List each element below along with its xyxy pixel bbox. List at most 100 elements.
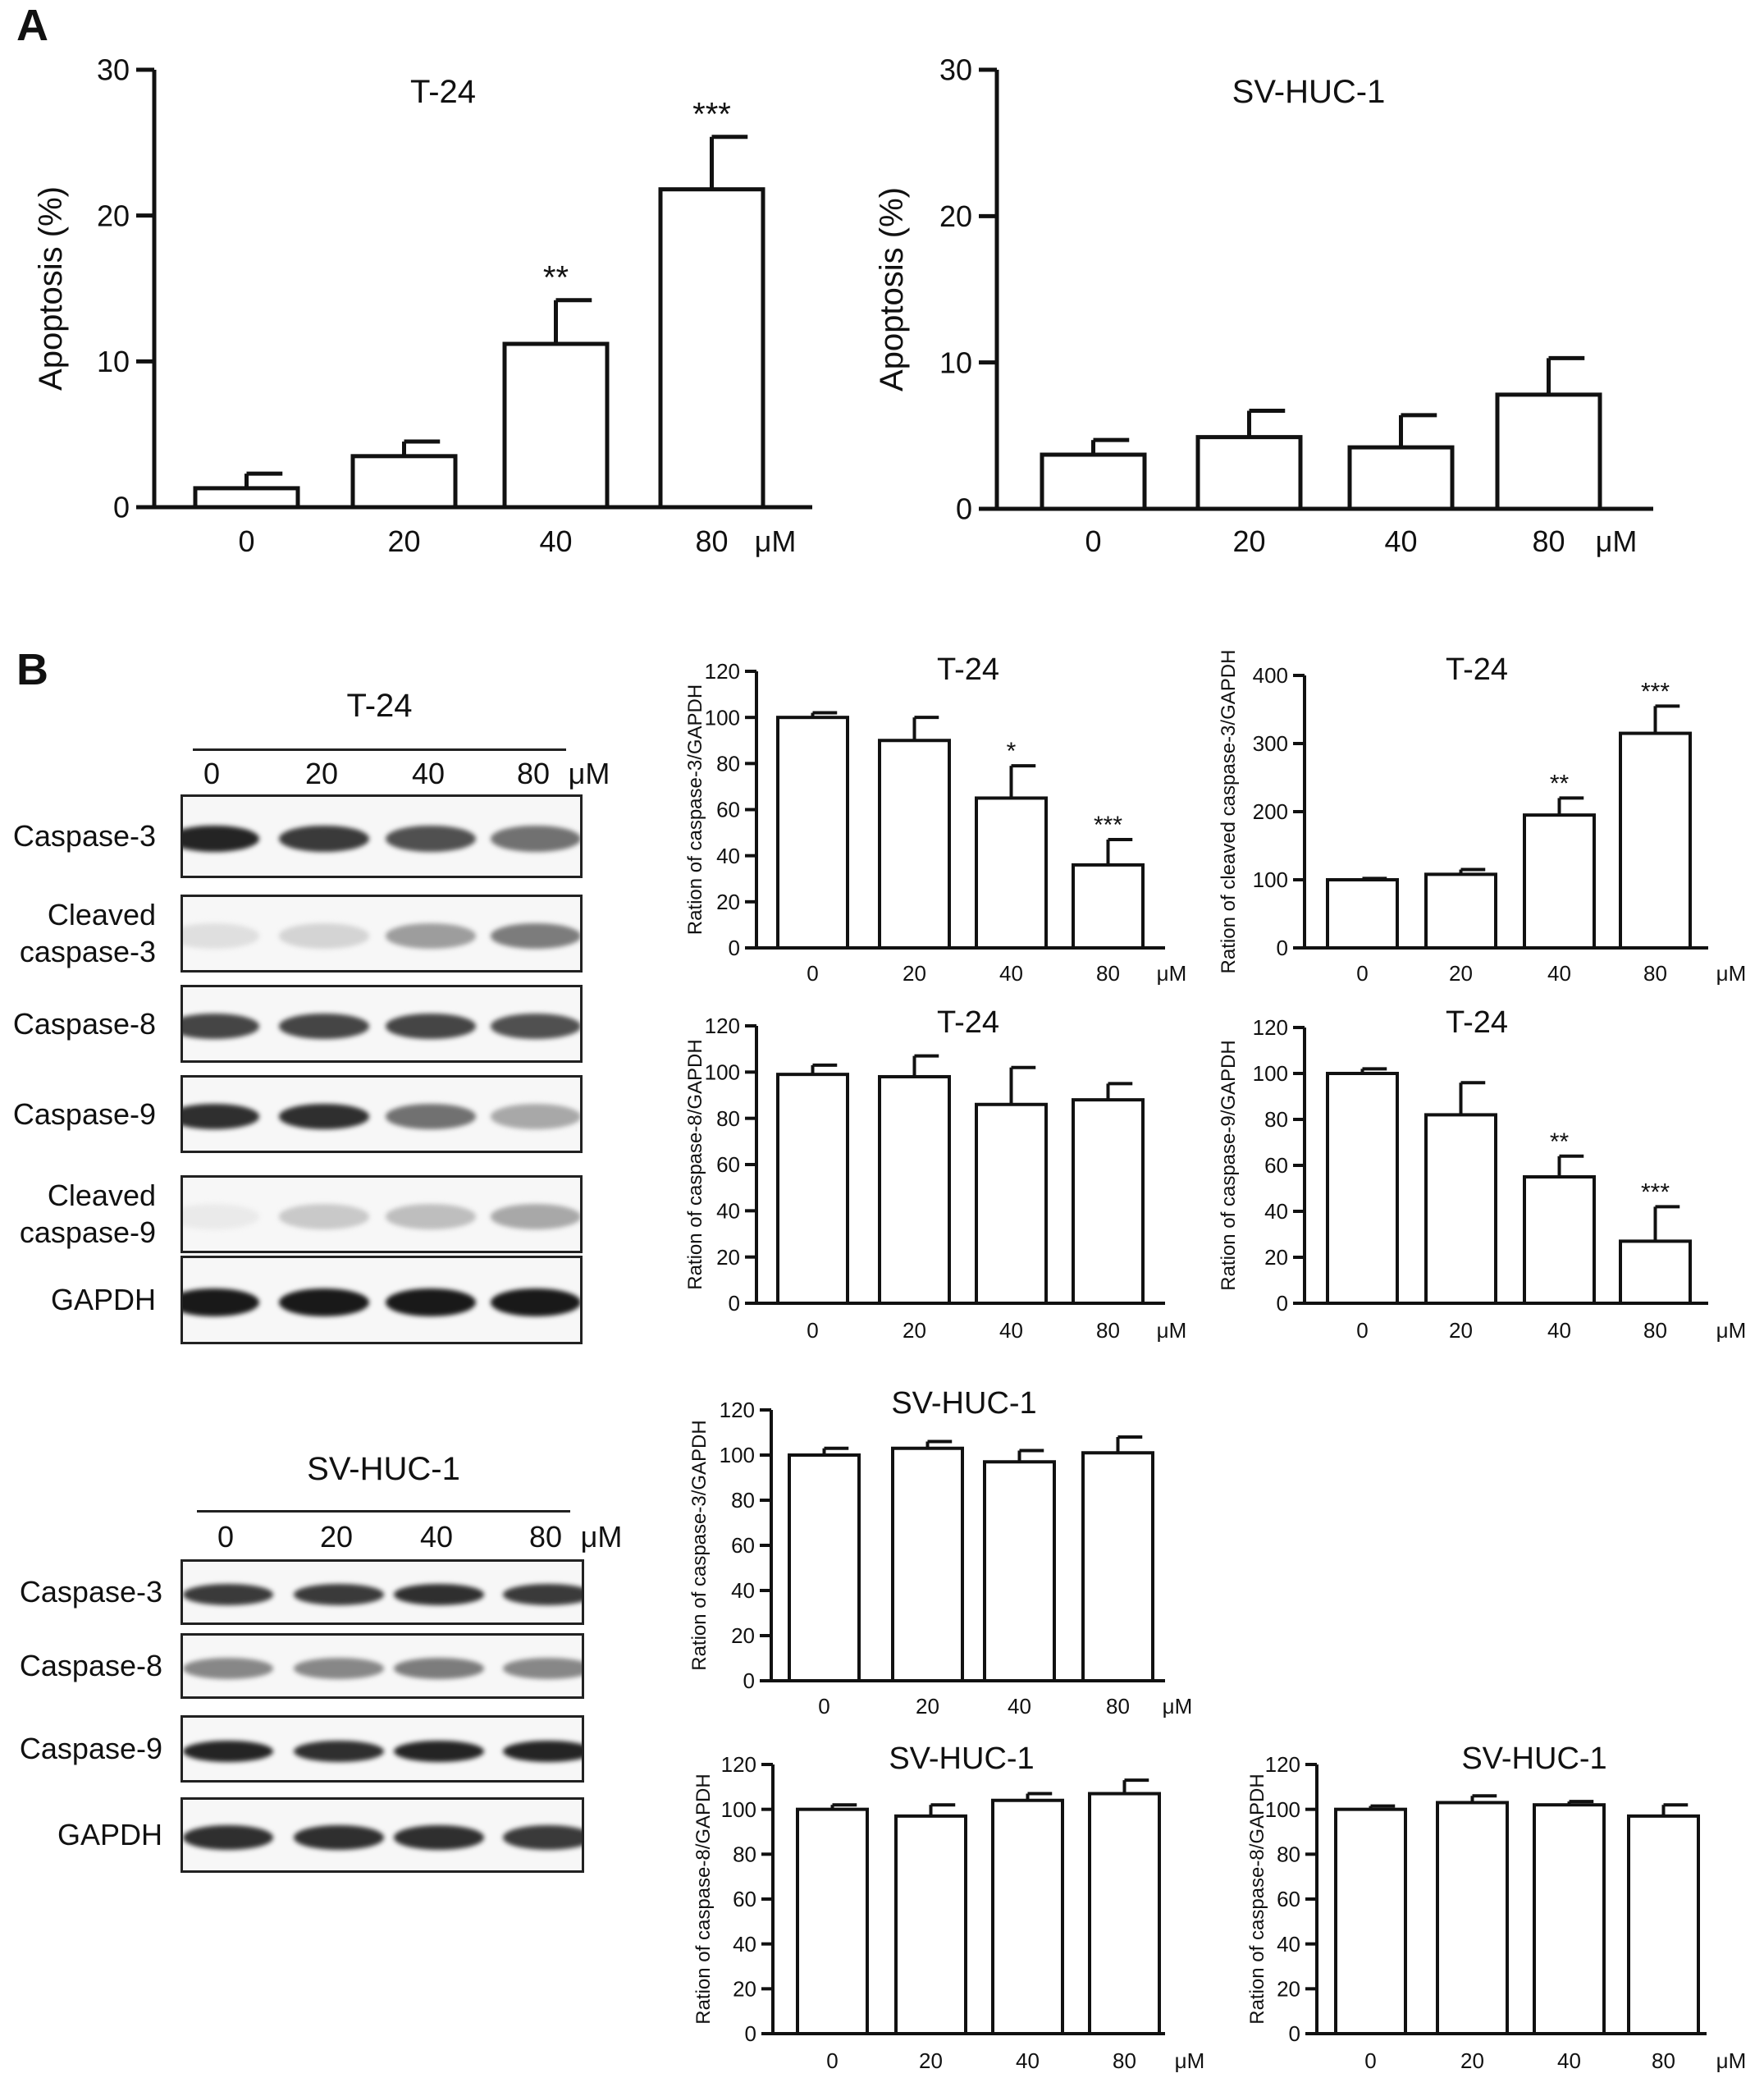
y-axis-label: Ration of caspase-8/GAPDH [684, 1039, 706, 1289]
x-unit-label: μM [1175, 2048, 1205, 2073]
blot-band [183, 825, 259, 853]
y-tick-label: 300 [1253, 731, 1288, 756]
bar [983, 1460, 1056, 1682]
blot-band [294, 1584, 384, 1605]
y-tick-label: 120 [705, 1014, 740, 1038]
chart-title: SV-HUC-1 [1461, 1741, 1606, 1776]
chart-title: T-24 [937, 652, 999, 687]
x-tick-label: 80 [1106, 1694, 1130, 1719]
y-tick-label: 30 [97, 53, 130, 87]
bar [1326, 878, 1399, 950]
lane-label: 0 [203, 757, 221, 790]
bar [1619, 731, 1692, 950]
blot-band [386, 1014, 476, 1039]
panel-label-a: A [16, 1, 48, 50]
blot-strip [181, 1559, 584, 1625]
blot-strip [181, 1633, 584, 1699]
bar [878, 739, 951, 950]
x-tick-label: 20 [1449, 961, 1473, 986]
y-tick-label: 40 [1277, 1932, 1300, 1957]
y-tick-label: 40 [716, 1198, 740, 1223]
blot-band [503, 1584, 582, 1605]
significance-label: ** [543, 260, 569, 296]
x-tick-label: 0 [826, 2048, 838, 2073]
x-unit-label: μM [1157, 1318, 1187, 1343]
bar [1627, 1814, 1700, 2036]
x-tick-label: 0 [807, 961, 818, 986]
y-tick-label: 20 [97, 199, 130, 232]
lane-label: 0 [217, 1520, 235, 1554]
blot-strip [181, 1256, 583, 1344]
chart-title: T-24 [1446, 1005, 1508, 1040]
y-tick-label: 60 [1277, 1887, 1300, 1911]
bar [1533, 1803, 1606, 2035]
blot-band [183, 1204, 259, 1229]
x-tick-label: 40 [539, 524, 572, 558]
blot-strip [181, 1075, 583, 1153]
bar [1040, 452, 1147, 511]
y-tick-label: 100 [705, 705, 740, 730]
chart-title: T-24 [1446, 652, 1508, 687]
blot-strip [181, 794, 583, 878]
bar [1334, 1807, 1407, 2036]
blot-row-label: Caspase-8 [12, 1006, 156, 1041]
blot-band [279, 1204, 369, 1229]
blot-band [386, 1104, 476, 1129]
x-tick-label: 80 [1532, 524, 1565, 558]
bar [1424, 1113, 1497, 1306]
y-tick-label: 60 [716, 1152, 740, 1177]
y-tick-label: 40 [731, 1578, 755, 1603]
bar [1619, 1239, 1692, 1306]
bar [1326, 1072, 1399, 1305]
lane-unit-label: μM [568, 757, 610, 790]
bar [502, 341, 610, 510]
y-tick-label: 80 [716, 1106, 740, 1131]
blot-band [386, 923, 476, 949]
y-tick-label: 400 [1253, 663, 1288, 688]
y-tick-label: 0 [1277, 936, 1288, 960]
bar [1072, 863, 1145, 950]
x-tick-label: 0 [238, 524, 254, 558]
blot-band [183, 1104, 259, 1129]
blot-band [183, 1658, 273, 1679]
y-axis-label: Ration of caspase-8/GAPDH [692, 1773, 715, 2024]
bar [975, 796, 1048, 950]
significance-label: *** [1641, 678, 1670, 705]
blot-band [386, 1288, 476, 1317]
blot-band [294, 1740, 384, 1763]
y-tick-label: 20 [731, 1623, 755, 1648]
y-tick-label: 60 [716, 798, 740, 822]
y-tick-label: 20 [939, 199, 972, 233]
y-tick-label: 80 [716, 751, 740, 776]
blot-strip [181, 1797, 584, 1873]
blot-strip [181, 985, 583, 1063]
chart-title: SV-HUC-1 [889, 1741, 1034, 1776]
y-tick-label: 100 [1253, 1061, 1288, 1086]
significance-label: *** [692, 97, 731, 133]
lane-label: 80 [516, 757, 551, 790]
x-tick-label: 80 [1643, 1318, 1667, 1343]
x-tick-label: 40 [1016, 2048, 1040, 2073]
y-tick-label: 120 [1265, 1752, 1300, 1777]
blot-band [491, 1288, 580, 1317]
lane-label: 20 [304, 757, 339, 790]
bar [788, 1453, 861, 1682]
y-axis-label: Ration of caspase-3/GAPDH [688, 1420, 711, 1670]
x-tick-label: 20 [1232, 524, 1265, 558]
blot-title: SV-HUC-1 [307, 1451, 460, 1487]
y-tick-label: 100 [1265, 1797, 1300, 1822]
lane-label: 80 [528, 1520, 563, 1554]
blot-band [183, 923, 259, 949]
blot-band [394, 1658, 484, 1679]
x-tick-label: 0 [1356, 1318, 1368, 1343]
blot-band [491, 923, 580, 949]
y-tick-label: 40 [716, 844, 740, 868]
y-tick-label: 40 [733, 1932, 756, 1957]
blot-strip [181, 895, 583, 973]
blot-row-label: Caspase-9 [12, 1096, 156, 1131]
bar [1195, 435, 1303, 511]
lane-unit-label: μM [580, 1520, 623, 1554]
y-tick-label: 0 [956, 492, 972, 526]
x-tick-label: 80 [1643, 961, 1667, 986]
